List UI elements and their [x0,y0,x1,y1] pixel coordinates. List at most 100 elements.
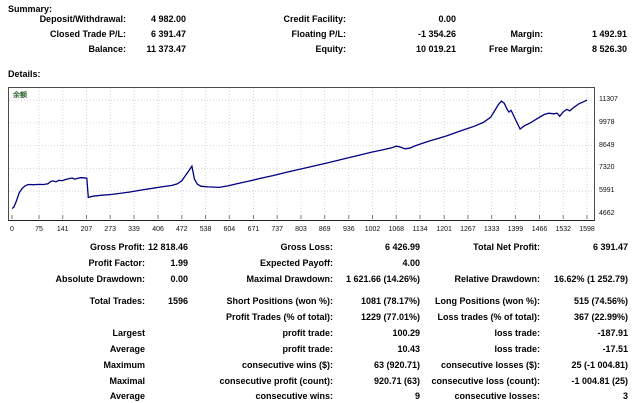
stat-label: profit trade: [282,328,334,338]
x-tick-label: 671 [247,226,260,233]
stat-value: -187.91 [597,328,628,338]
stats-row: Gross Profit: 12 818.46 Gross Loss: 6 42… [0,242,640,254]
summary-value: 11 373.47 [146,44,186,54]
stat-value: 1229 (77.01%) [360,312,420,322]
x-tick-label: 1068 [388,226,405,233]
stat-label: Total Trades: [89,296,145,306]
x-tick-label: 273 [104,226,117,233]
stat-label: Absolute Drawdown: [55,274,146,284]
x-tick-label: 207 [80,226,93,233]
stat-value: 10.43 [397,344,420,354]
balance-chart: 余额 [8,87,595,221]
x-tick-label: 1333 [483,226,500,233]
summary-value: 10 019.21 [415,44,456,54]
stats-row: Profit Trades (% of total): 1229 (77.01%… [0,312,640,324]
stat-value: 63 (920.71) [373,360,420,370]
summary-row: Closed Trade P/L: 6 391.47 Floating P/L:… [0,29,640,41]
y-tick-label: 4662 [599,210,615,217]
stat-label: Relative Drawdown: [454,274,540,284]
x-tick-label: 1201 [436,226,452,233]
stat-label: consecutive losses ($): [440,360,540,370]
stat-value: 0.00 [170,274,188,284]
stat-value: 367 (22.99%) [573,312,628,322]
x-tick-label: 141 [56,226,69,233]
stat-label: Profit Factor: [88,258,145,268]
summary-heading: Summary: [8,4,53,14]
stats-row: Profit Factor: 1.99 Expected Payoff: 4.0… [0,258,640,270]
chart-legend-balance: 余额 [13,92,27,99]
stat-value: 920.71 (63) [373,376,420,386]
stat-value: 6 391.47 [592,242,628,252]
stats-row: Maximum consecutive wins ($): 63 (920.71… [0,360,640,372]
x-tick-label: 803 [295,226,307,233]
stat-value: 1596 [167,296,188,306]
stat-label: Expected Payoff: [259,258,333,268]
x-tick-label: 936 [342,226,355,233]
stat-label: Total Net Profit: [473,242,540,252]
stat-value: -17.51 [602,344,628,354]
stat-value: 4.00 [402,258,420,268]
x-tick-label: 1399 [507,226,524,233]
stat-label: loss trade: [494,328,540,338]
stat-value: 12 818.46 [147,242,188,252]
x-tick-label: 1002 [364,226,381,233]
x-tick-label: 1598 [579,226,595,233]
y-tick-label: 9978 [599,118,615,126]
stat-label: loss trade: [494,344,540,354]
summary-row: Deposit/Withdrawal: 4 982.00 Credit Faci… [0,14,640,26]
stats-row: Total Trades: 1596 Short Positions (won … [0,296,640,308]
stat-label: consecutive wins: [255,391,333,401]
stat-label: Long Positions (won %): [435,296,540,306]
summary-value: 1 492.91 [591,29,627,39]
x-tick-label: 75 [35,226,43,233]
stat-value: 25 (-1 004.81) [571,360,628,370]
y-tick-label: 8649 [599,141,615,149]
summary-label: Balance: [88,44,126,54]
balance-curve [11,99,588,210]
stats-row: Average profit trade: 10.43 loss trade: … [0,344,640,356]
stat-label: Gross Loss: [280,242,333,252]
stat-label: consecutive losses: [454,391,540,401]
stats-row: Maximal consecutive profit (count): 920.… [0,376,640,388]
x-tick-label: 538 [199,226,212,233]
stat-value: 1 621.66 (14.26%) [345,274,420,284]
stat-value: 515 (74.56%) [573,296,628,306]
summary-value: 4 982.00 [150,14,186,24]
x-tick-label: 472 [175,226,188,233]
stat-label: Short Positions (won %): [226,296,334,306]
stat-label: Maximal [109,376,145,386]
y-tick-label: 7320 [599,164,615,172]
stat-value: 16.62% (1 252.79) [553,274,628,284]
stat-label: Average [109,344,145,354]
stat-label: Largest [112,328,145,338]
x-tick-label: 406 [152,226,164,233]
x-tick-label: 1532 [555,226,572,233]
summary-label: Credit Facility: [283,14,346,24]
stat-label: consecutive loss (count): [431,376,540,386]
stat-label: Profit Trades (% of total): [225,312,333,322]
stats-row: Absolute Drawdown: 0.00 Maximal Drawdown… [0,274,640,286]
summary-value: 8 526.30 [591,44,627,54]
summary-value: 0.00 [438,14,456,24]
balance-curve-svg [9,88,594,219]
stat-label: Loss trades (% of total): [437,312,540,322]
summary-label: Deposit/Withdrawal: [39,14,126,24]
stats-row: Average consecutive wins: 9 consecutive … [0,391,640,403]
stat-value: 100.29 [392,328,420,338]
stat-label: Gross Profit: [89,242,145,252]
x-tick-label: 339 [128,226,140,233]
stat-label: Maximum [103,360,145,370]
x-tick-label: 737 [271,226,284,233]
x-tick-label: 604 [223,226,236,233]
summary-label: Closed Trade P/L: [49,29,126,39]
x-tick-label: 1267 [460,226,476,233]
summary-label: Floating P/L: [291,29,347,39]
stat-value: 1.99 [170,258,188,268]
stat-label: consecutive profit (count): [219,376,333,386]
x-tick-label: 0 [10,226,14,233]
stat-label: Average [109,391,145,401]
stat-value: -1 004.81 (25) [571,376,628,386]
stat-value: 3 [622,391,628,401]
summary-value: 6 391.47 [150,29,186,39]
stat-label: consecutive wins ($): [241,360,333,370]
